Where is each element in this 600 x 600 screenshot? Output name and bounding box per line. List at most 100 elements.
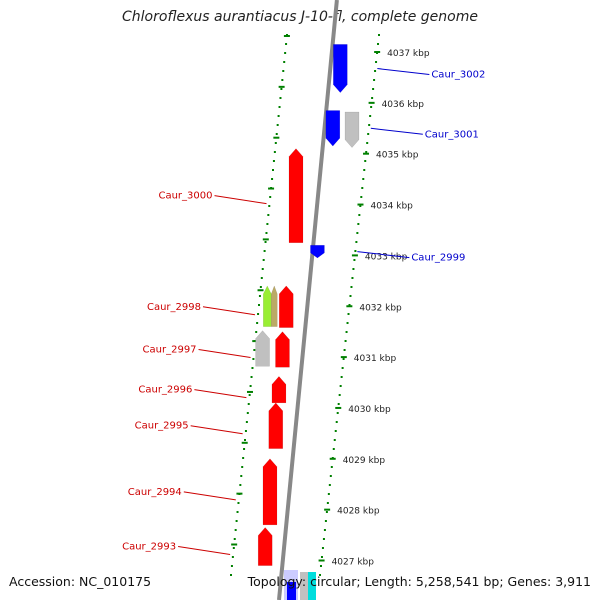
ruler-dot — [245, 421, 248, 423]
ruler-dot — [371, 97, 374, 99]
ruler-dot — [352, 268, 355, 270]
gene-caur-3001[interactable] — [325, 110, 341, 147]
ruler-dot — [285, 43, 288, 45]
gene-label[interactable]: Caur_2999 — [411, 253, 465, 264]
gene-label-leader — [202, 306, 256, 316]
gene-label[interactable]: Caur_3001 — [425, 129, 479, 140]
ruler-dot — [319, 574, 321, 576]
ruler-dot — [278, 106, 281, 108]
ruler-dot — [246, 412, 249, 414]
gene-label[interactable]: Caur_3000 — [158, 191, 212, 202]
gene-label-leader — [183, 491, 236, 501]
gene-caur-2997[interactable] — [275, 331, 290, 368]
ruler-dot — [230, 574, 232, 576]
gene-label[interactable]: Caur_2996 — [138, 385, 192, 396]
kbp-label: 4030 kbp — [348, 405, 391, 415]
ruler-dot — [244, 430, 247, 432]
ruler-dot — [276, 124, 279, 126]
ruler-dot — [372, 88, 375, 90]
gene-caur-2994[interactable] — [262, 458, 278, 526]
gene-label-leader — [190, 425, 243, 435]
gene-feature[interactable] — [344, 111, 360, 148]
ruler-dot — [342, 358, 345, 360]
ruler-dot — [234, 529, 237, 531]
ruler-dot — [362, 178, 365, 180]
ruler-dot — [343, 349, 346, 351]
gene-caur-2993[interactable] — [257, 527, 273, 566]
ruler-dot — [283, 61, 286, 63]
ruler-dot — [341, 367, 344, 369]
ruler-dots-inner — [230, 34, 288, 576]
ruler-dot — [277, 115, 280, 117]
ruler-dot — [231, 556, 234, 558]
gene-label[interactable]: Caur_2997 — [143, 344, 197, 355]
ruler-dot — [344, 340, 347, 342]
ruler-dot — [361, 187, 364, 189]
ruler-dot — [244, 439, 246, 441]
ruler-dot — [257, 313, 260, 315]
ruler-dot — [338, 394, 341, 396]
kbp-label: 4031 kbp — [354, 354, 397, 364]
ruler-dot — [339, 385, 342, 387]
gene-caur-2995[interactable] — [268, 402, 284, 449]
ruler-dot — [347, 313, 350, 315]
ruler-dot — [273, 151, 276, 153]
ruler-dot — [328, 484, 331, 486]
gene-label[interactable]: Caur_2993 — [122, 542, 176, 553]
gene-caur-3002[interactable] — [333, 44, 348, 94]
gene-label[interactable]: Caur_2995 — [135, 421, 189, 432]
gene-feature[interactable] — [263, 285, 272, 327]
ruler-dot — [235, 520, 238, 522]
ruler-dot — [262, 259, 265, 261]
ruler-dot — [320, 556, 323, 558]
ruler-dot — [335, 421, 338, 423]
ruler-dot — [271, 178, 274, 180]
ruler-dot — [330, 466, 333, 468]
ruler-dot — [340, 376, 343, 378]
kbp-label: 4032 kbp — [359, 303, 402, 313]
ruler-dot — [367, 133, 370, 135]
gene-feature[interactable] — [271, 285, 278, 327]
ruler-dot — [332, 448, 335, 450]
ruler-dot — [329, 475, 332, 477]
ruler-dot — [345, 331, 348, 333]
ruler-dot — [359, 205, 362, 207]
gene-label[interactable]: Caur_2994 — [128, 487, 182, 498]
kbp-label: 4034 kbp — [370, 202, 413, 212]
ruler-dot — [242, 457, 245, 459]
gene-label-leader — [357, 251, 410, 259]
ruler-dot — [275, 133, 278, 135]
ruler-dot — [260, 277, 263, 279]
ruler-dot — [356, 232, 359, 234]
kbp-label: 4033 kbp — [365, 252, 408, 262]
ruler-dot — [377, 43, 380, 45]
ruler-dot — [236, 511, 239, 513]
map-title: Chloroflexus aurantiacus J-10-fl, comple… — [122, 9, 478, 25]
gene-caur-2996[interactable] — [271, 376, 287, 404]
ruler-dot — [230, 565, 233, 567]
ruler-dot — [261, 268, 264, 270]
ruler-dot — [327, 493, 330, 495]
gene-label-leader — [214, 195, 267, 205]
ruler-dot — [240, 475, 243, 477]
ruler-dot — [368, 124, 371, 126]
ruler-dot — [324, 520, 327, 522]
ruler-dot — [265, 232, 268, 234]
genome-backbone — [277, 0, 339, 600]
ruler-dot — [274, 142, 277, 144]
gene-caur-2998[interactable] — [278, 285, 294, 328]
ruler-dot — [284, 52, 287, 54]
ruler-dot — [255, 331, 258, 333]
gene-label[interactable]: Caur_3002 — [431, 70, 485, 81]
gene-caur-3000[interactable] — [288, 148, 304, 243]
ruler-dot — [321, 547, 324, 549]
kbp-label: 4028 kbp — [337, 507, 380, 517]
gene-caur-2999[interactable] — [310, 244, 325, 259]
gene-label[interactable]: Caur_2998 — [147, 302, 201, 313]
ruler-dot — [366, 142, 369, 144]
ruler-dot — [326, 502, 329, 504]
gene-feature[interactable] — [255, 330, 270, 367]
ruler-dot — [272, 160, 275, 162]
ruler-dot — [259, 286, 262, 288]
